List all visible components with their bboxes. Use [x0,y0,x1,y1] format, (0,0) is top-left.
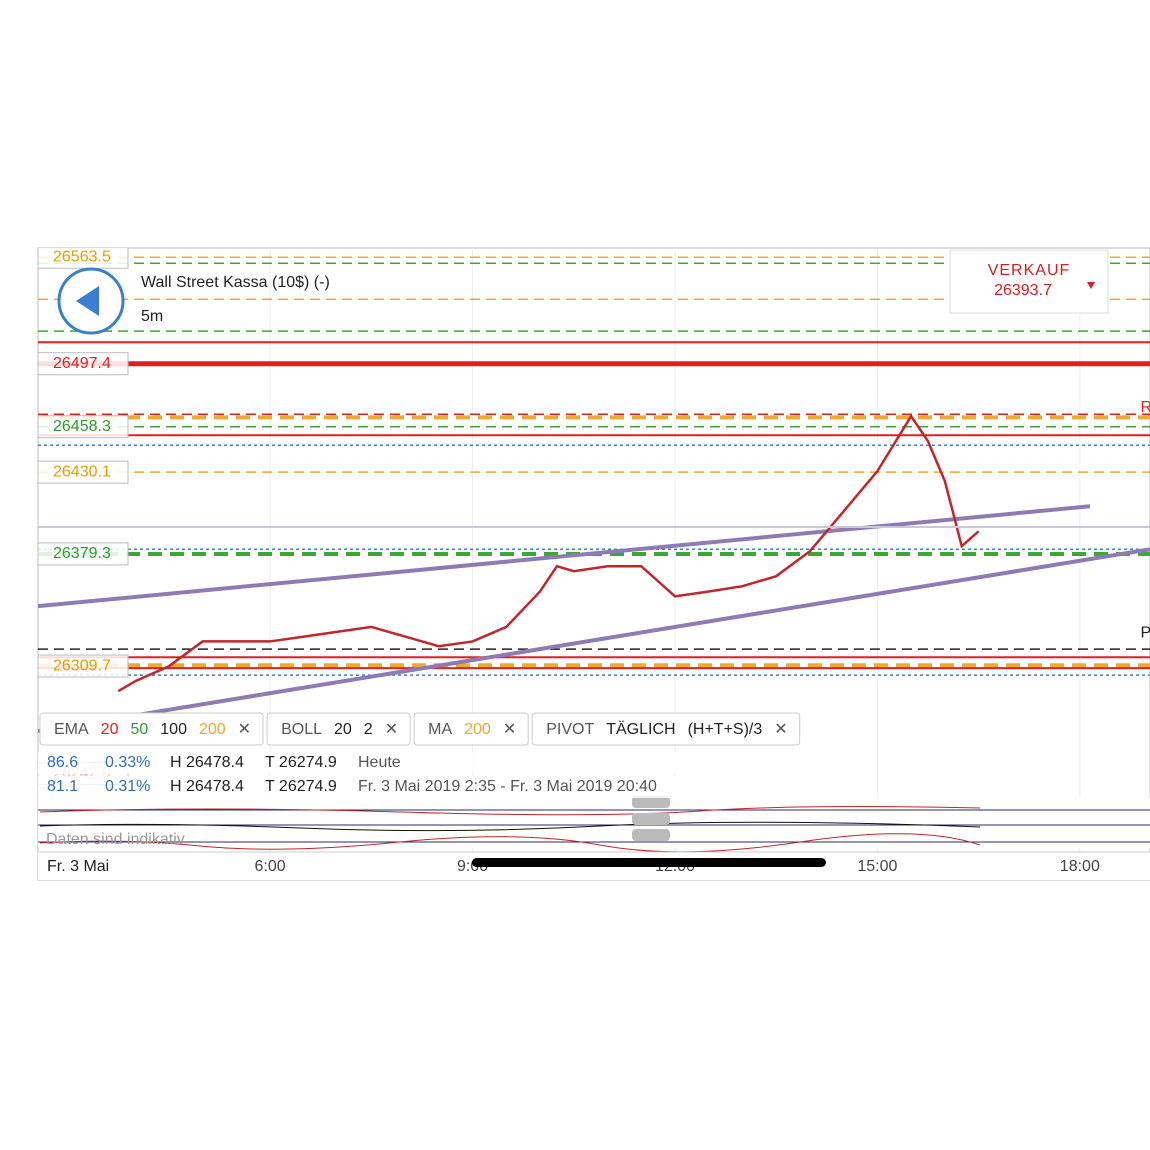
chip-close[interactable]: ✕ [503,721,516,738]
sell-dropdown[interactable] [1087,282,1095,289]
price-label: 26379.3 [53,545,111,562]
sell-box[interactable] [949,249,1109,314]
chip-box [266,712,411,746]
oscillator-panels: Daten sind indikativ [38,796,1150,853]
stats-bg [38,776,698,798]
price-label: 26458.3 [53,418,111,435]
trend-line [38,547,1150,734]
chip-text: EMA [54,721,89,738]
stat-cell: 0.31% [105,778,150,795]
interval: 5m [141,308,163,325]
price-label-box [38,460,129,484]
price-label-box [38,415,129,439]
disclaimer: Daten sind indikativ [46,831,185,848]
chip-close[interactable]: ✕ [774,721,787,738]
price-label: 26309.7 [53,657,111,674]
chip-text: TÄGLICH [606,720,675,738]
price-label: 26497.4 [53,355,111,372]
panel-handle[interactable] [632,813,670,825]
panel-handle[interactable] [632,796,670,808]
chip-text: 2 [364,721,373,738]
chip-text: MA [428,721,452,738]
chip-box [39,712,264,746]
annotation: Pi [1141,625,1150,642]
price-label-box [38,542,129,566]
date-label: Fr. 3 Mai [47,858,109,875]
sell-label: VERKAUF [988,262,1071,279]
osc-curve [39,821,981,832]
stat-cell: 81.1 [47,778,78,795]
stat-cell: H 26478.4 [170,778,244,795]
price-label: 26430.1 [53,463,111,480]
overlay: Wall Street Kassa (10$) (-) 5m VERKAUF 2… [38,249,1150,880]
stat-cell: T 26274.9 [265,778,337,795]
chip-close[interactable]: ✕ [385,721,398,738]
indicator-chip: BOLL 20 2 ✕ [266,712,411,746]
stat-cell: 86.6 [47,754,78,771]
instrument-title: Wall Street Kassa (10$) (-) [141,274,330,291]
home-indicator [472,858,826,867]
stat-cell: T 26274.9 [265,754,337,771]
stat-cell: 0.33% [105,754,150,771]
price-label-box [38,654,129,678]
chip-box [531,712,801,746]
stats-bg [38,752,698,774]
panel-handle[interactable] [632,829,670,841]
price-line [117,413,980,693]
price-label: 26563.5 [53,248,111,265]
x-tick-label: 18:00 [1060,858,1100,875]
chip-box [413,712,529,746]
x-tick-label: 6:00 [255,858,286,875]
chip-text: (H+T+S)/3 [688,721,763,738]
annotation: R [1141,399,1150,416]
price-label-box [38,248,129,269]
trend-line [38,504,1091,609]
divider [38,526,1150,528]
stat-cell: H 26478.4 [170,754,244,771]
stat-cell: Heute [358,754,401,771]
chip-text: 100 [160,721,187,738]
chip-text: 20 [101,721,119,738]
chip-text: 200 [464,721,491,738]
x-tick-label: 15:00 [857,858,897,875]
chip-text: 20 [334,721,352,738]
back-arrow [76,286,99,316]
osc-curve [39,833,981,853]
indicator-chip: MA 200 ✕ [413,712,529,746]
chip-text: PIVOT [546,721,594,738]
chip-text: 200 [199,721,226,738]
chart-frame [37,247,1150,881]
chip-text: BOLL [281,721,322,738]
chip-close[interactable]: ✕ [238,721,251,738]
indicator-chip: PIVOT TÄGLICH (H+T+S)/3 ✕ [531,712,801,746]
price-label-box [38,352,129,376]
stat-cell: Fr. 3 Mai 2019 2:35 - Fr. 3 Mai 2019 20:… [358,778,657,795]
indicator-chip: EMA 20 50 100 200 ✕ [39,712,264,746]
chip-text: 50 [130,721,148,738]
osc-curve [39,806,981,816]
plot-area: RPi26563.526497.426458.326430.126379.326… [38,248,1150,880]
sell-price: 26393.7 [994,282,1052,299]
oscillator-bg [38,798,1150,848]
